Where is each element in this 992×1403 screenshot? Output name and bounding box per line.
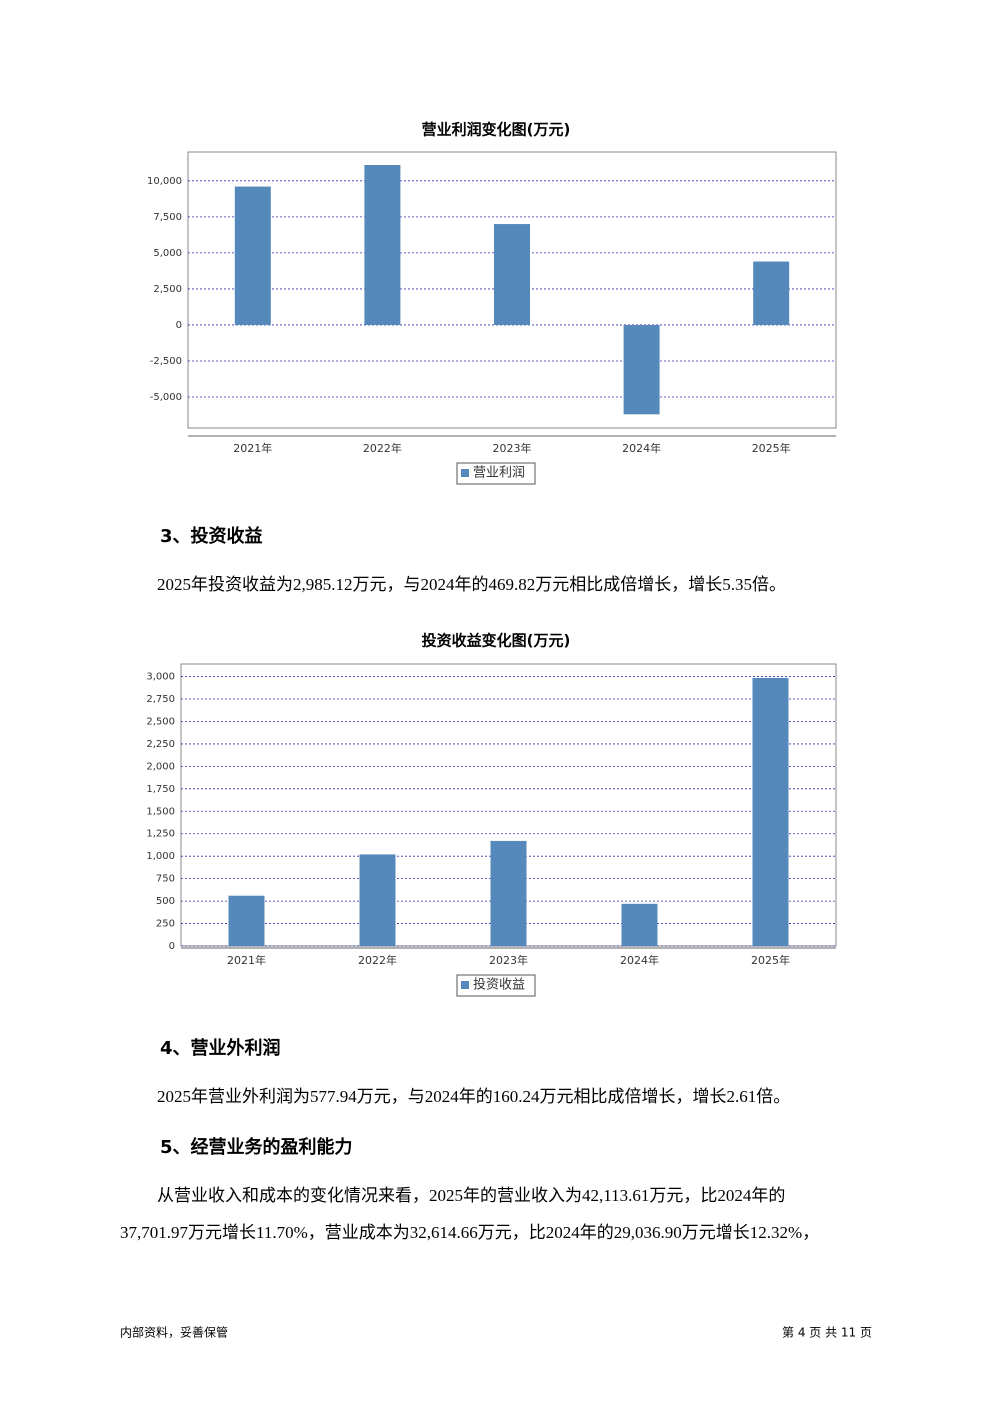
y-tick-label: 250 <box>156 919 175 930</box>
x-tick-label: 2021年 <box>227 953 266 967</box>
paragraph: 2025年营业外利润为577.94万元，与2024年的160.24万元相比成倍增… <box>157 1087 790 1106</box>
x-tick-label: 2022年 <box>363 441 402 455</box>
legend-box <box>456 974 536 997</box>
legend-swatch <box>461 469 469 477</box>
x-tick-label: 2025年 <box>752 441 791 455</box>
y-tick-label: 0 <box>176 320 182 331</box>
y-tick-label: 1,250 <box>146 829 175 840</box>
bar <box>490 840 527 946</box>
heading: 4、营业外利润 <box>160 1037 281 1059</box>
bar <box>234 186 271 325</box>
paragraph: 37,701.97万元增长11.70%，营业成本为32,614.66万元，比20… <box>120 1223 819 1242</box>
y-tick-label: -5,000 <box>150 392 182 403</box>
y-tick-label: 10,000 <box>147 176 182 187</box>
x-tick-label: 2023年 <box>489 953 528 967</box>
y-tick-label: 2,250 <box>146 739 175 750</box>
x-tick-label: 2025年 <box>751 953 790 967</box>
footer-left: 内部资料，妥善保管 <box>120 1325 228 1340</box>
legend-swatch <box>461 981 469 989</box>
y-tick-label: 500 <box>156 896 175 907</box>
y-tick-label: 750 <box>156 874 175 885</box>
x-tick-label: 2021年 <box>233 441 272 455</box>
bar <box>364 164 401 325</box>
y-tick-label: -2,500 <box>150 356 182 367</box>
bar <box>494 224 530 325</box>
y-tick-label: 3,000 <box>146 672 175 683</box>
bar <box>228 895 265 946</box>
y-tick-label: 1,750 <box>146 784 175 795</box>
y-tick-label: 2,500 <box>146 716 175 727</box>
footer-right: 第 4 页 共 11 页 <box>782 1326 872 1340</box>
chart-title: 营业利润变化图(万元) <box>422 121 571 139</box>
y-tick-label: 2,750 <box>146 694 175 705</box>
legend-box <box>456 462 536 485</box>
legend-label: 营业利润 <box>473 466 525 481</box>
paragraph: 2025年投资收益为2,985.12万元，与2024年的469.82万元相比成倍… <box>157 575 786 594</box>
bar <box>752 677 789 946</box>
x-tick-label: 2024年 <box>622 441 661 455</box>
bar <box>359 854 396 946</box>
x-tick-label: 2023年 <box>493 441 532 455</box>
chart-title: 投资收益变化图(万元) <box>422 632 571 650</box>
legend-label: 投资收益 <box>473 977 525 993</box>
y-tick-label: 2,500 <box>153 284 182 295</box>
y-tick-label: 7,500 <box>153 212 182 223</box>
y-tick-label: 2,000 <box>146 761 175 772</box>
x-tick-label: 2024年 <box>620 953 659 967</box>
x-tick-label: 2022年 <box>358 953 397 967</box>
paragraph: 从营业收入和成本的变化情况来看，2025年的营业收入为42,113.61万元，比… <box>157 1186 785 1205</box>
y-tick-label: 0 <box>169 941 175 952</box>
heading: 5、经营业务的盈利能力 <box>160 1136 353 1158</box>
y-tick-label: 1,500 <box>146 806 175 817</box>
bar <box>621 903 658 946</box>
bar <box>623 324 660 415</box>
bar <box>753 261 790 325</box>
y-tick-label: 5,000 <box>153 248 182 259</box>
heading: 3、投资收益 <box>160 525 263 547</box>
y-tick-label: 1,000 <box>146 851 175 862</box>
